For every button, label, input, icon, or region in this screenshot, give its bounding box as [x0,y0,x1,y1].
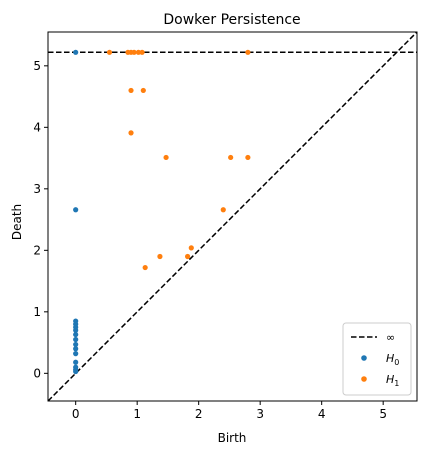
x-tick-label: 4 [318,407,326,421]
data-point-h1 [106,49,113,55]
x-tick-label: 0 [72,407,80,421]
plot-area [47,31,418,402]
data-point-h1 [185,253,191,260]
y-axis-label: Death [10,204,24,240]
data-point-h1 [131,49,137,55]
data-point-h1 [139,49,145,55]
data-point-h0 [73,336,79,343]
x-axis: 0 1 2 3 4 5 [72,401,387,421]
data-point-h1 [128,130,134,136]
data-point-h0 [73,368,79,375]
plot-frame [47,31,418,402]
data-point-h0 [73,327,79,333]
y-tick-label: 2 [33,243,41,257]
y-tick-label: 1 [33,305,41,319]
data-point-h1 [245,154,251,161]
legend-label: H1 [386,373,399,388]
legend-box [342,322,412,396]
data-point-h0 [73,351,79,357]
data-point-h1 [245,49,251,55]
data-point-h0 [73,331,79,338]
data-point-h0 [73,207,79,213]
data-point-h1 [163,154,169,161]
legend-label: H0 [386,352,399,367]
x-tick-label: 3 [256,407,264,421]
legend-label: ∞ [386,331,395,344]
data-point-h1 [142,264,148,271]
data-point-h1 [228,154,234,161]
data-point-h0 [73,49,79,55]
legend-swatch-h1 [361,376,367,382]
data-point-h1 [135,49,142,55]
x-tick-label: 2 [195,407,203,421]
y-tick-label: 3 [33,182,41,196]
data-point-h1 [128,87,134,94]
plot-inner [48,32,417,401]
legend-swatch-h0 [361,355,367,361]
x-tick-label: 5 [379,407,387,421]
data-point-h0 [73,346,79,352]
x-axis-label: Birth [218,431,247,445]
data-point-h1 [188,245,194,251]
data-point-h1 [140,87,146,94]
chart-title: Dowker Persistence [163,12,300,28]
data-point-h0 [73,341,79,348]
y-axis: 0 1 2 3 4 5 [33,59,48,380]
y-tick-label: 5 [33,59,41,73]
y-tick-label: 4 [33,120,41,134]
data-point-h1 [157,253,163,260]
y-tick-label: 0 [33,366,41,380]
data-point-h1 [220,207,226,213]
data-point-h0 [73,359,79,365]
x-tick-label: 1 [133,407,141,421]
diagonal-line [48,32,417,401]
legend: ∞ H0 H1 [342,322,412,396]
